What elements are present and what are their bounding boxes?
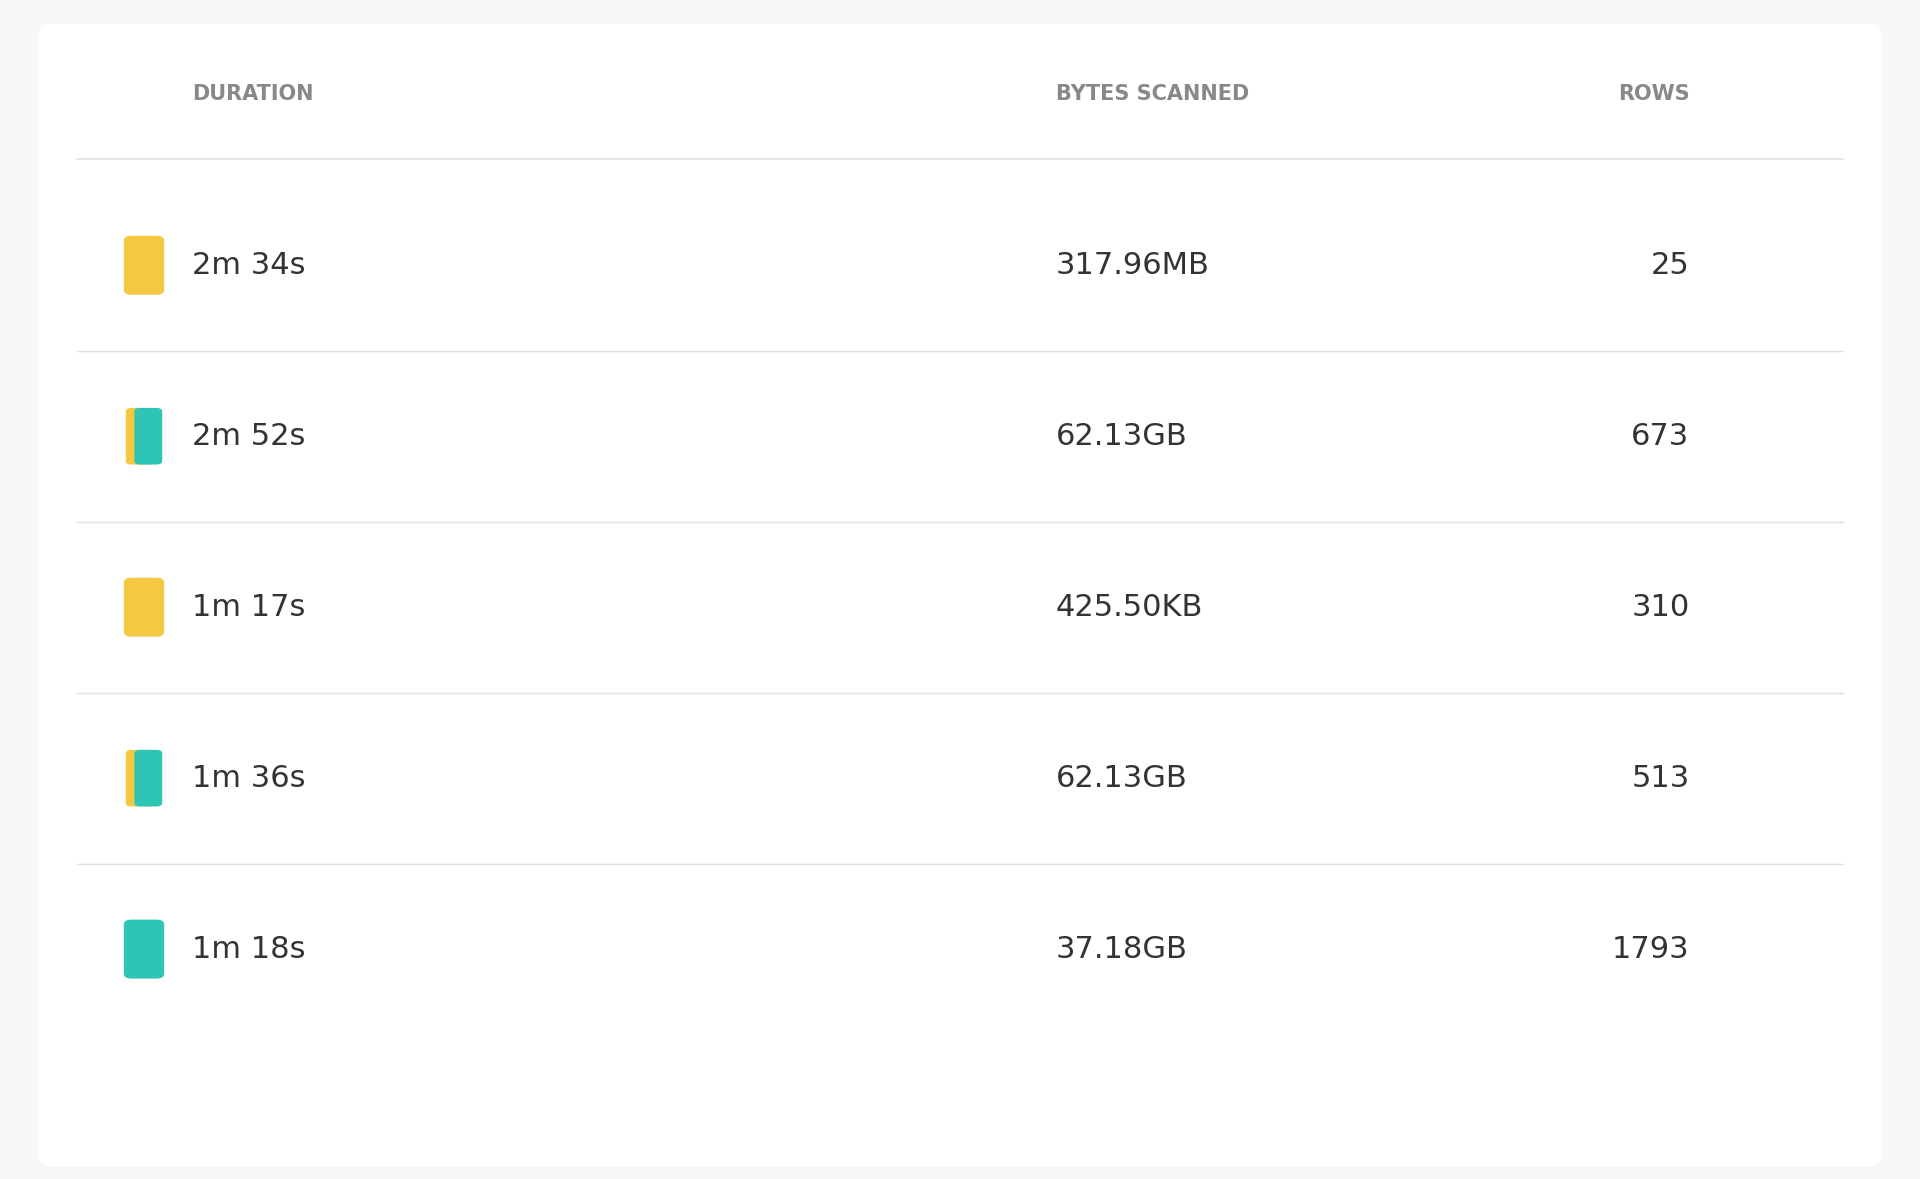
Text: DURATION: DURATION (192, 85, 313, 104)
FancyBboxPatch shape (123, 236, 163, 295)
FancyBboxPatch shape (125, 750, 154, 806)
Text: 310: 310 (1632, 593, 1690, 621)
FancyBboxPatch shape (123, 920, 163, 979)
Text: 1793: 1793 (1613, 935, 1690, 963)
Text: 1m 17s: 1m 17s (192, 593, 305, 621)
Text: 317.96MB: 317.96MB (1056, 251, 1210, 279)
Text: 62.13GB: 62.13GB (1056, 764, 1188, 792)
FancyBboxPatch shape (125, 408, 154, 465)
Text: 1m 36s: 1m 36s (192, 764, 305, 792)
FancyBboxPatch shape (38, 24, 1882, 1167)
Text: 2m 34s: 2m 34s (192, 251, 305, 279)
Text: BYTES SCANNED: BYTES SCANNED (1056, 85, 1250, 104)
FancyBboxPatch shape (123, 578, 163, 637)
Text: 37.18GB: 37.18GB (1056, 935, 1188, 963)
Text: 673: 673 (1632, 422, 1690, 450)
FancyBboxPatch shape (134, 408, 161, 465)
Text: 25: 25 (1651, 251, 1690, 279)
Text: 425.50KB: 425.50KB (1056, 593, 1204, 621)
Text: 62.13GB: 62.13GB (1056, 422, 1188, 450)
Text: ROWS: ROWS (1619, 85, 1690, 104)
Text: 513: 513 (1632, 764, 1690, 792)
Text: 1m 18s: 1m 18s (192, 935, 305, 963)
Text: 2m 52s: 2m 52s (192, 422, 305, 450)
FancyBboxPatch shape (134, 750, 161, 806)
